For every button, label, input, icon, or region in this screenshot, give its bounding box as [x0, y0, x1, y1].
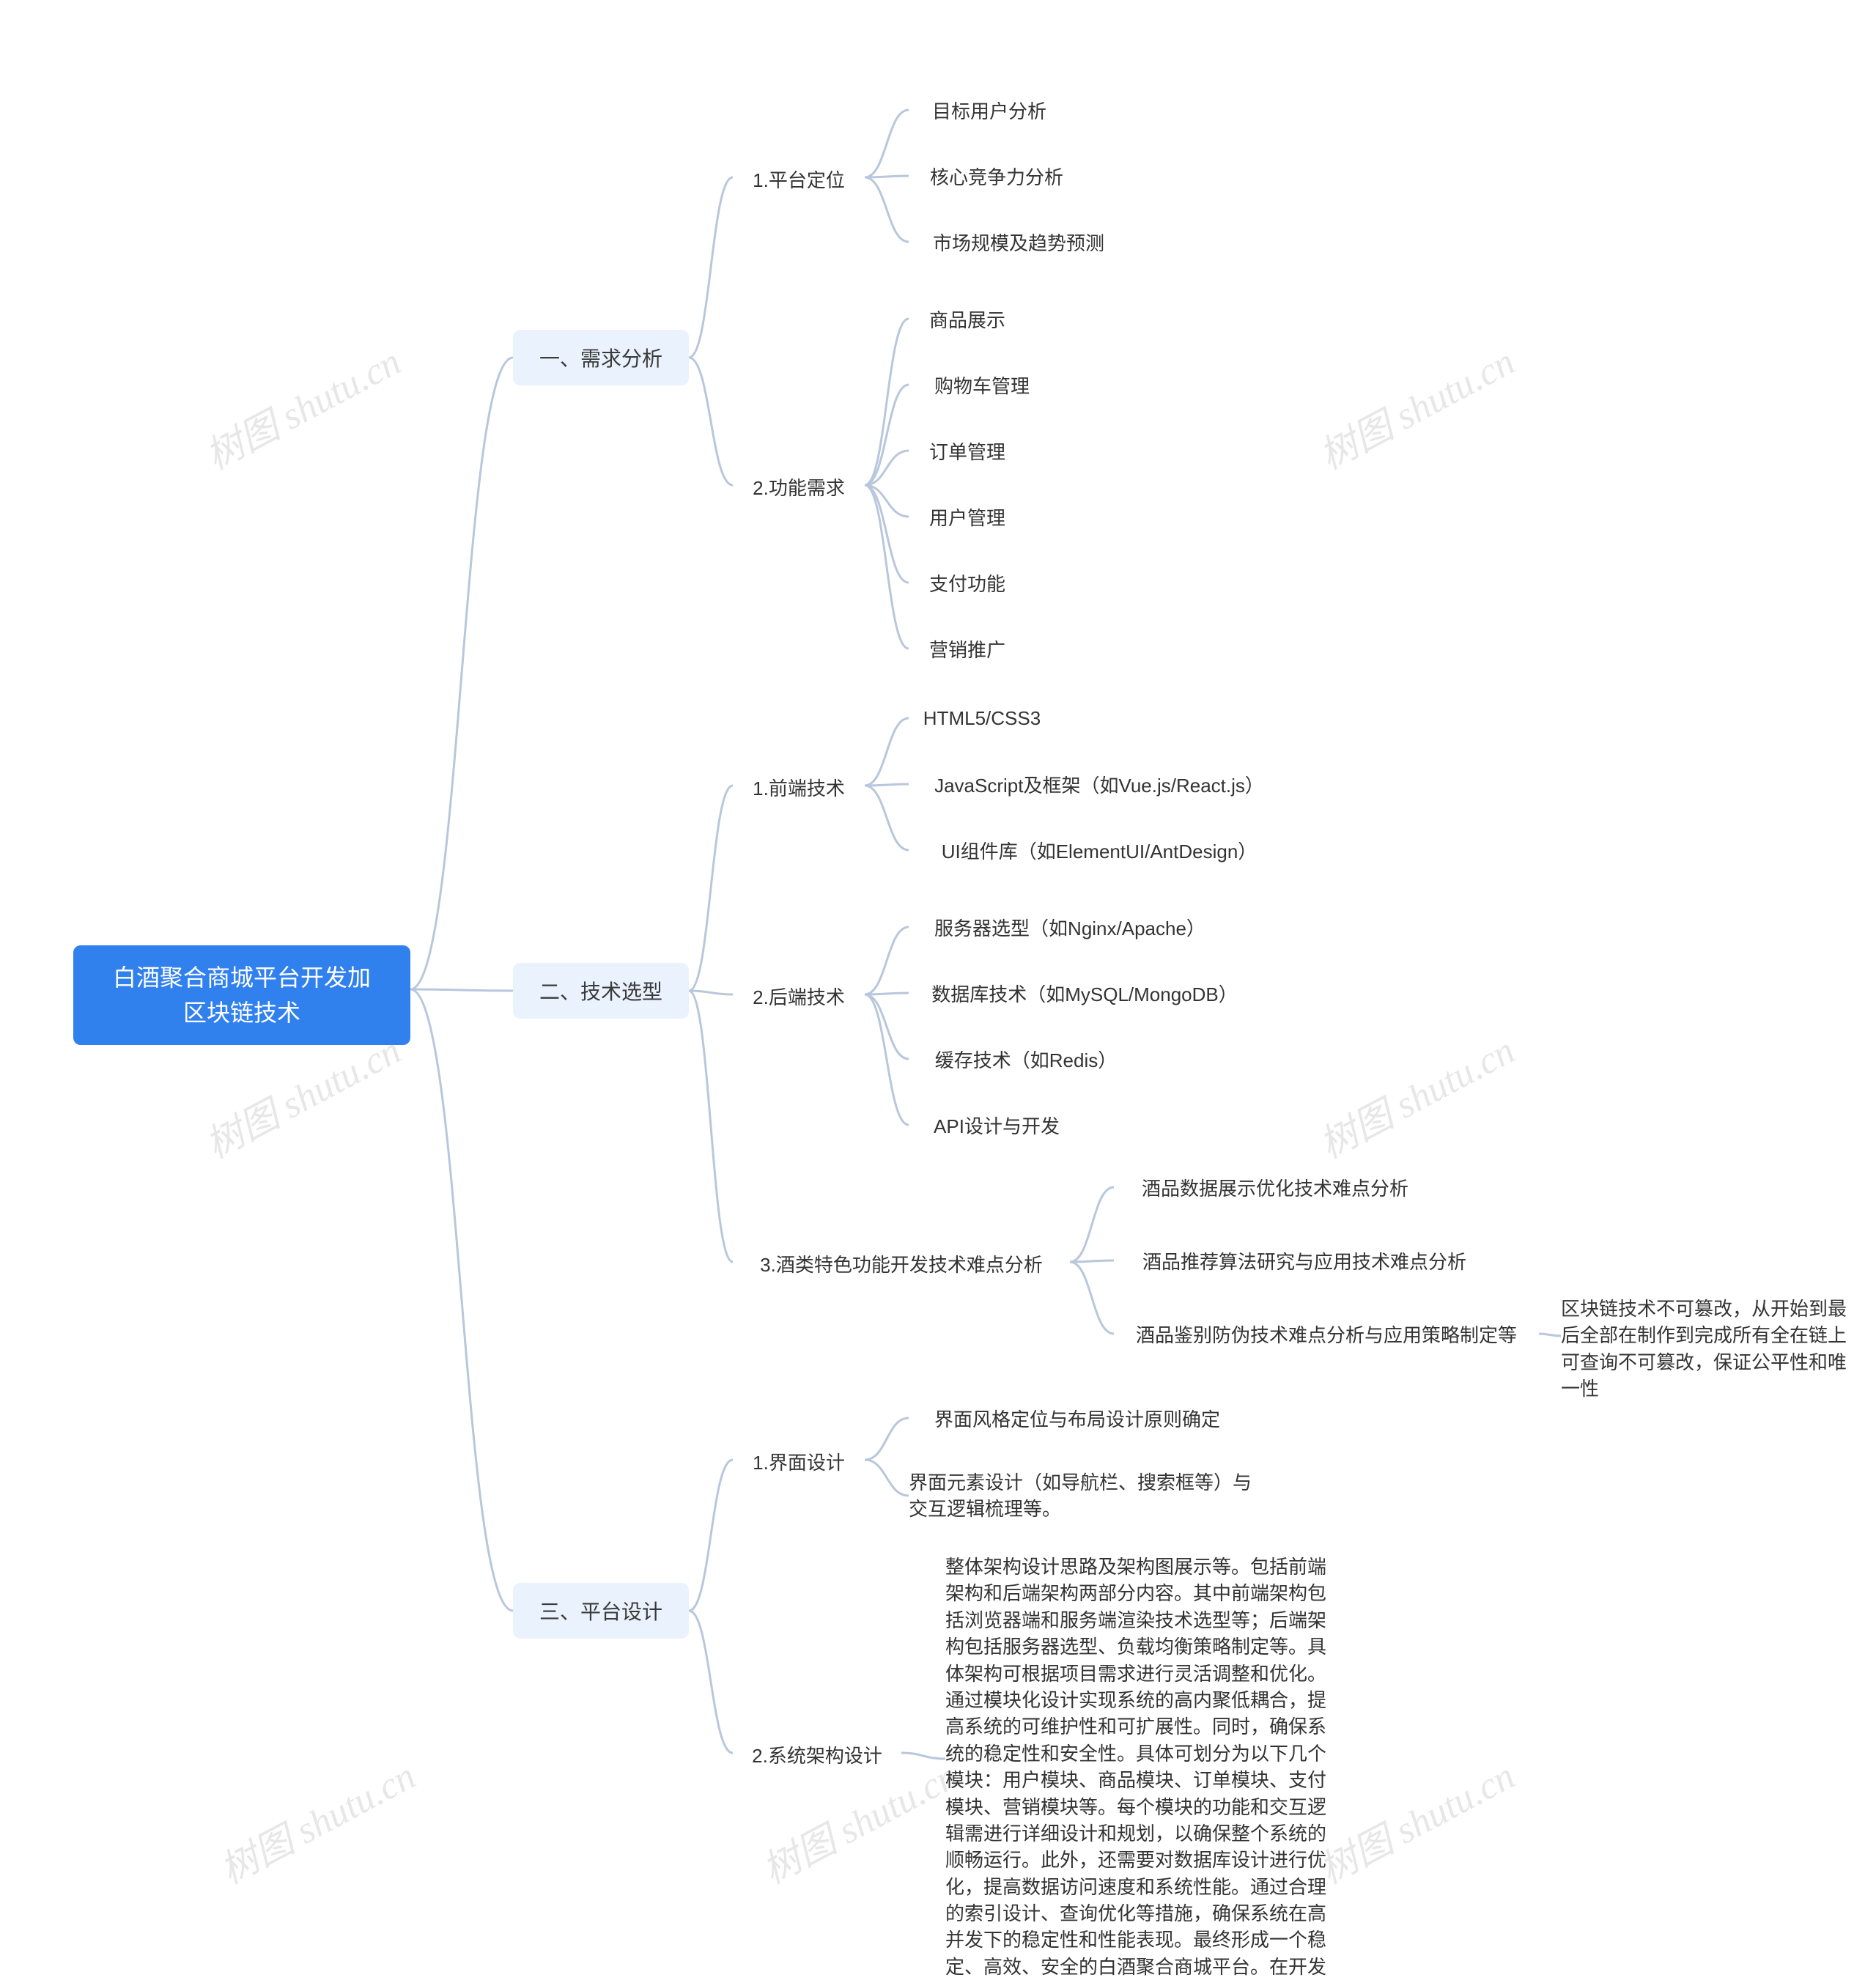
leaf-node: 商品展示: [909, 304, 1026, 333]
leaf-node: 目标用户分析: [909, 95, 1070, 125]
leaf-node: 缓存技术（如Redis）: [909, 1044, 1143, 1074]
leaf-node: 营销推广: [909, 634, 1026, 663]
branch-node: 一、需求分析: [513, 330, 689, 385]
mindmap-canvas: 树图 shutu.cn 树图 shutu.cn 树图 shutu.cn 树图 shut…: [0, 0, 1876, 1983]
leaf-node: HTML5/CSS3: [909, 704, 1055, 733]
root-node: 白酒聚合商城平台开发加区块链技术: [73, 945, 410, 1045]
leaf-node: 市场规模及趋势预测: [909, 227, 1129, 256]
watermark: 树图 shutu.cn: [1308, 1746, 1523, 1894]
leaf-node: 整体架构设计思路及架构图展示等。包括前端架构和后端架构两部分内容。其中前端架构包…: [945, 1554, 1326, 1983]
leaf-node: 用户管理: [909, 502, 1026, 531]
watermark: 树图 shutu.cn: [209, 1746, 424, 1894]
branch-node: 三、平台设计: [513, 1583, 689, 1639]
leaf-node: 酒品鉴别防伪技术难点分析与应用策略制定等: [1114, 1319, 1539, 1348]
sub-node: 2.后端技术: [733, 978, 865, 1014]
sub-node: 1.前端技术: [733, 769, 865, 805]
sub-node: 2.系统架构设计: [733, 1737, 901, 1773]
leaf-node: 支付功能: [909, 568, 1026, 597]
leaf-node: 订单管理: [909, 436, 1026, 465]
sub-node: 1.平台定位: [733, 161, 865, 197]
leaf-node: API设计与开发: [909, 1110, 1085, 1140]
leaf-node: JavaScript及框架（如Vue.js/React.js）: [909, 769, 1290, 799]
leaf-node: 服务器选型（如Nginx/Apache）: [909, 912, 1231, 942]
branch-node: 二、技术选型: [513, 963, 689, 1019]
sub-node: 1.界面设计: [733, 1444, 865, 1480]
leaf-node: 数据库技术（如MySQL/MongoDB）: [909, 978, 1260, 1008]
leaf-node: 区块链技术不可篡改，从开始到最后全部在制作到完成所有全在链上可查询不可篡改，保证…: [1561, 1296, 1854, 1403]
sub-node: 3.酒类特色功能开发技术难点分析: [733, 1246, 1070, 1282]
leaf-node: 购物车管理: [909, 370, 1055, 399]
leaf-node: UI组件库（如ElementUI/AntDesign）: [909, 835, 1290, 865]
leaf-node: 酒品推荐算法研究与应用技术难点分析: [1114, 1246, 1495, 1275]
watermark: 树图 shutu.cn: [1308, 1020, 1523, 1169]
watermark: 树图 shutu.cn: [194, 331, 409, 480]
leaf-node: 界面风格定位与布局设计原则确定: [909, 1403, 1246, 1433]
leaf-node: 酒品数据展示优化技术难点分析: [1114, 1173, 1436, 1202]
leaf-node: 界面元素设计（如导航栏、搜索框等）与交互逻辑梳理等。: [909, 1469, 1260, 1523]
leaf-node: 核心竞争力分析: [909, 161, 1085, 191]
sub-node: 2.功能需求: [733, 469, 865, 505]
watermark: 树图 shutu.cn: [1308, 331, 1523, 480]
